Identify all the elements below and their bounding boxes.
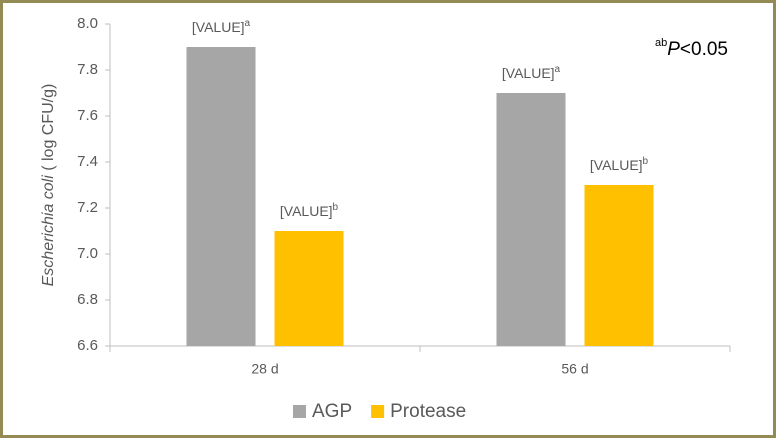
- data-label-value: [VALUE]: [280, 203, 333, 219]
- y-tick-label: 7.6: [77, 107, 98, 124]
- legend-swatch: [371, 405, 385, 418]
- y-axis-label-text: ( log CFU/g): [40, 84, 57, 176]
- data-label: [VALUE]a: [192, 18, 251, 35]
- annotation-sup: ab: [655, 37, 667, 49]
- annotation-italic: P: [667, 39, 680, 60]
- y-tick-label: 7.0: [77, 245, 98, 262]
- x-tick-label: 56 d: [561, 361, 588, 377]
- bar: [186, 47, 256, 346]
- data-label: [VALUE]b: [280, 202, 339, 219]
- x-tick-label: 28 d: [251, 361, 278, 377]
- annotation-text: <0.05: [680, 39, 728, 60]
- annotation: abP<0.05: [655, 37, 728, 60]
- y-tick-label: 7.4: [77, 153, 98, 170]
- legend-label: AGP: [312, 401, 352, 422]
- y-tick-label: 7.2: [77, 199, 98, 216]
- y-tick-label: 6.8: [77, 291, 98, 308]
- bar: [496, 93, 566, 346]
- data-label-value: [VALUE]: [502, 65, 555, 81]
- data-label-value: [VALUE]: [192, 19, 245, 35]
- y-tick-label: 7.8: [77, 61, 98, 78]
- legend-swatch: [293, 405, 306, 418]
- data-label-sup: a: [245, 18, 251, 29]
- y-tick-label: 6.6: [77, 337, 98, 354]
- data-label-sup: b: [643, 156, 649, 167]
- legend-label: Protease: [390, 401, 466, 422]
- bar: [584, 185, 654, 346]
- data-label: [VALUE]a: [502, 64, 561, 81]
- data-label-sup: a: [555, 64, 561, 75]
- data-label-value: [VALUE]: [590, 157, 643, 173]
- data-label-sup: b: [333, 202, 339, 213]
- y-axis-label-italic: Escherichia coli: [40, 175, 57, 287]
- y-tick-label: 8.0: [77, 15, 98, 32]
- y-axis-label: Escherichia coli ( log CFU/g): [40, 84, 57, 287]
- bar: [274, 231, 344, 346]
- data-label: [VALUE]b: [590, 156, 649, 173]
